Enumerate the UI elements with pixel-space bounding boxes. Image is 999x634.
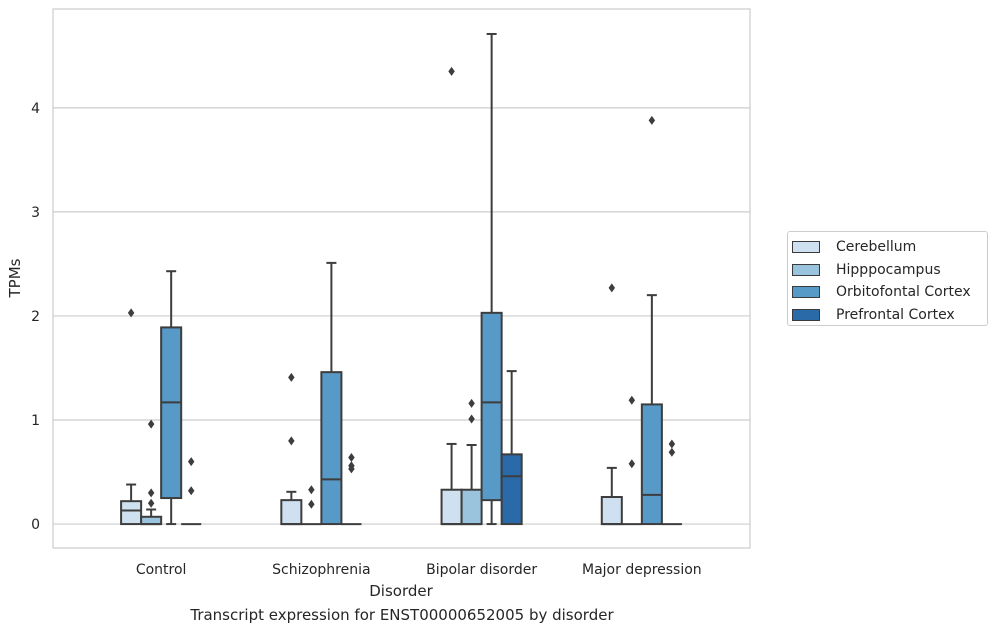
box	[140, 515, 163, 526]
outlier-point	[648, 115, 656, 125]
outlier-point	[628, 459, 636, 469]
outlier-point	[448, 66, 455, 76]
y-tick-label: 2	[31, 309, 40, 325]
legend-label: Cerebellum	[836, 239, 917, 256]
y-tick-labels: 0 1 2 3 4	[31, 101, 40, 533]
box	[320, 371, 343, 526]
outlier-point	[288, 436, 295, 446]
legend-swatch	[792, 263, 820, 276]
box	[480, 311, 503, 502]
y-tick-label: 1	[31, 413, 40, 429]
y-tick-label: 4	[31, 101, 40, 117]
legend-item: Hipppocampus	[792, 259, 987, 282]
legend-item: Cerebellum	[792, 236, 987, 259]
outlier-point	[628, 395, 636, 405]
box	[640, 403, 663, 526]
outlier-point	[147, 498, 155, 508]
legend: Cerebellum Hipppocampus Orbitofontal Corte…	[787, 231, 988, 326]
outlier-point	[468, 398, 475, 408]
outlier-point	[127, 308, 135, 318]
legend-label: Hipppocampus	[836, 261, 941, 278]
outlier-point	[608, 283, 616, 293]
outlier-point	[348, 452, 355, 462]
legend-label: Prefrontal Cortex	[836, 306, 955, 323]
box-plot-series	[120, 32, 682, 526]
outlier-point	[288, 372, 295, 382]
box	[280, 499, 303, 526]
legend-swatch	[792, 286, 820, 299]
y-axis-label: TPMs	[6, 258, 24, 298]
legend-item: Prefrontal Cortex	[792, 304, 987, 327]
box	[120, 500, 143, 526]
outlier-point	[668, 447, 676, 457]
x-tick-label: Control	[136, 562, 187, 578]
legend-item: Orbitofontal Cortex	[792, 281, 987, 304]
x-tick-labels: Control Schizophrenia Bipolar disorder Majo…	[136, 562, 702, 578]
plot-frame	[52, 8, 751, 549]
box	[600, 496, 623, 526]
y-tick-label: 3	[31, 205, 40, 221]
chart-caption: Transcript expression for ENST0000065200…	[190, 606, 614, 624]
x-tick-label: Bipolar disorder	[426, 562, 537, 578]
outlier-point	[348, 461, 355, 471]
x-tick-label: Major depression	[582, 562, 702, 578]
outlier-point	[308, 485, 315, 495]
outlier-point	[147, 488, 155, 498]
outlier-point	[147, 419, 155, 429]
outlier-point	[668, 439, 676, 449]
outlier-point	[187, 486, 195, 496]
outlier-point	[468, 414, 475, 424]
y-tick-label: 0	[31, 517, 40, 533]
legend-swatch	[792, 241, 820, 254]
x-tick-label: Schizophrenia	[272, 562, 370, 578]
legend-label: Orbitofontal Cortex	[836, 284, 971, 301]
box	[460, 488, 483, 526]
box	[160, 326, 183, 500]
outlier-point	[308, 499, 315, 509]
x-axis-label: Disorder	[369, 582, 433, 600]
legend-swatch	[792, 308, 820, 321]
box	[500, 453, 523, 526]
box	[440, 488, 463, 526]
outlier-point	[187, 457, 195, 467]
